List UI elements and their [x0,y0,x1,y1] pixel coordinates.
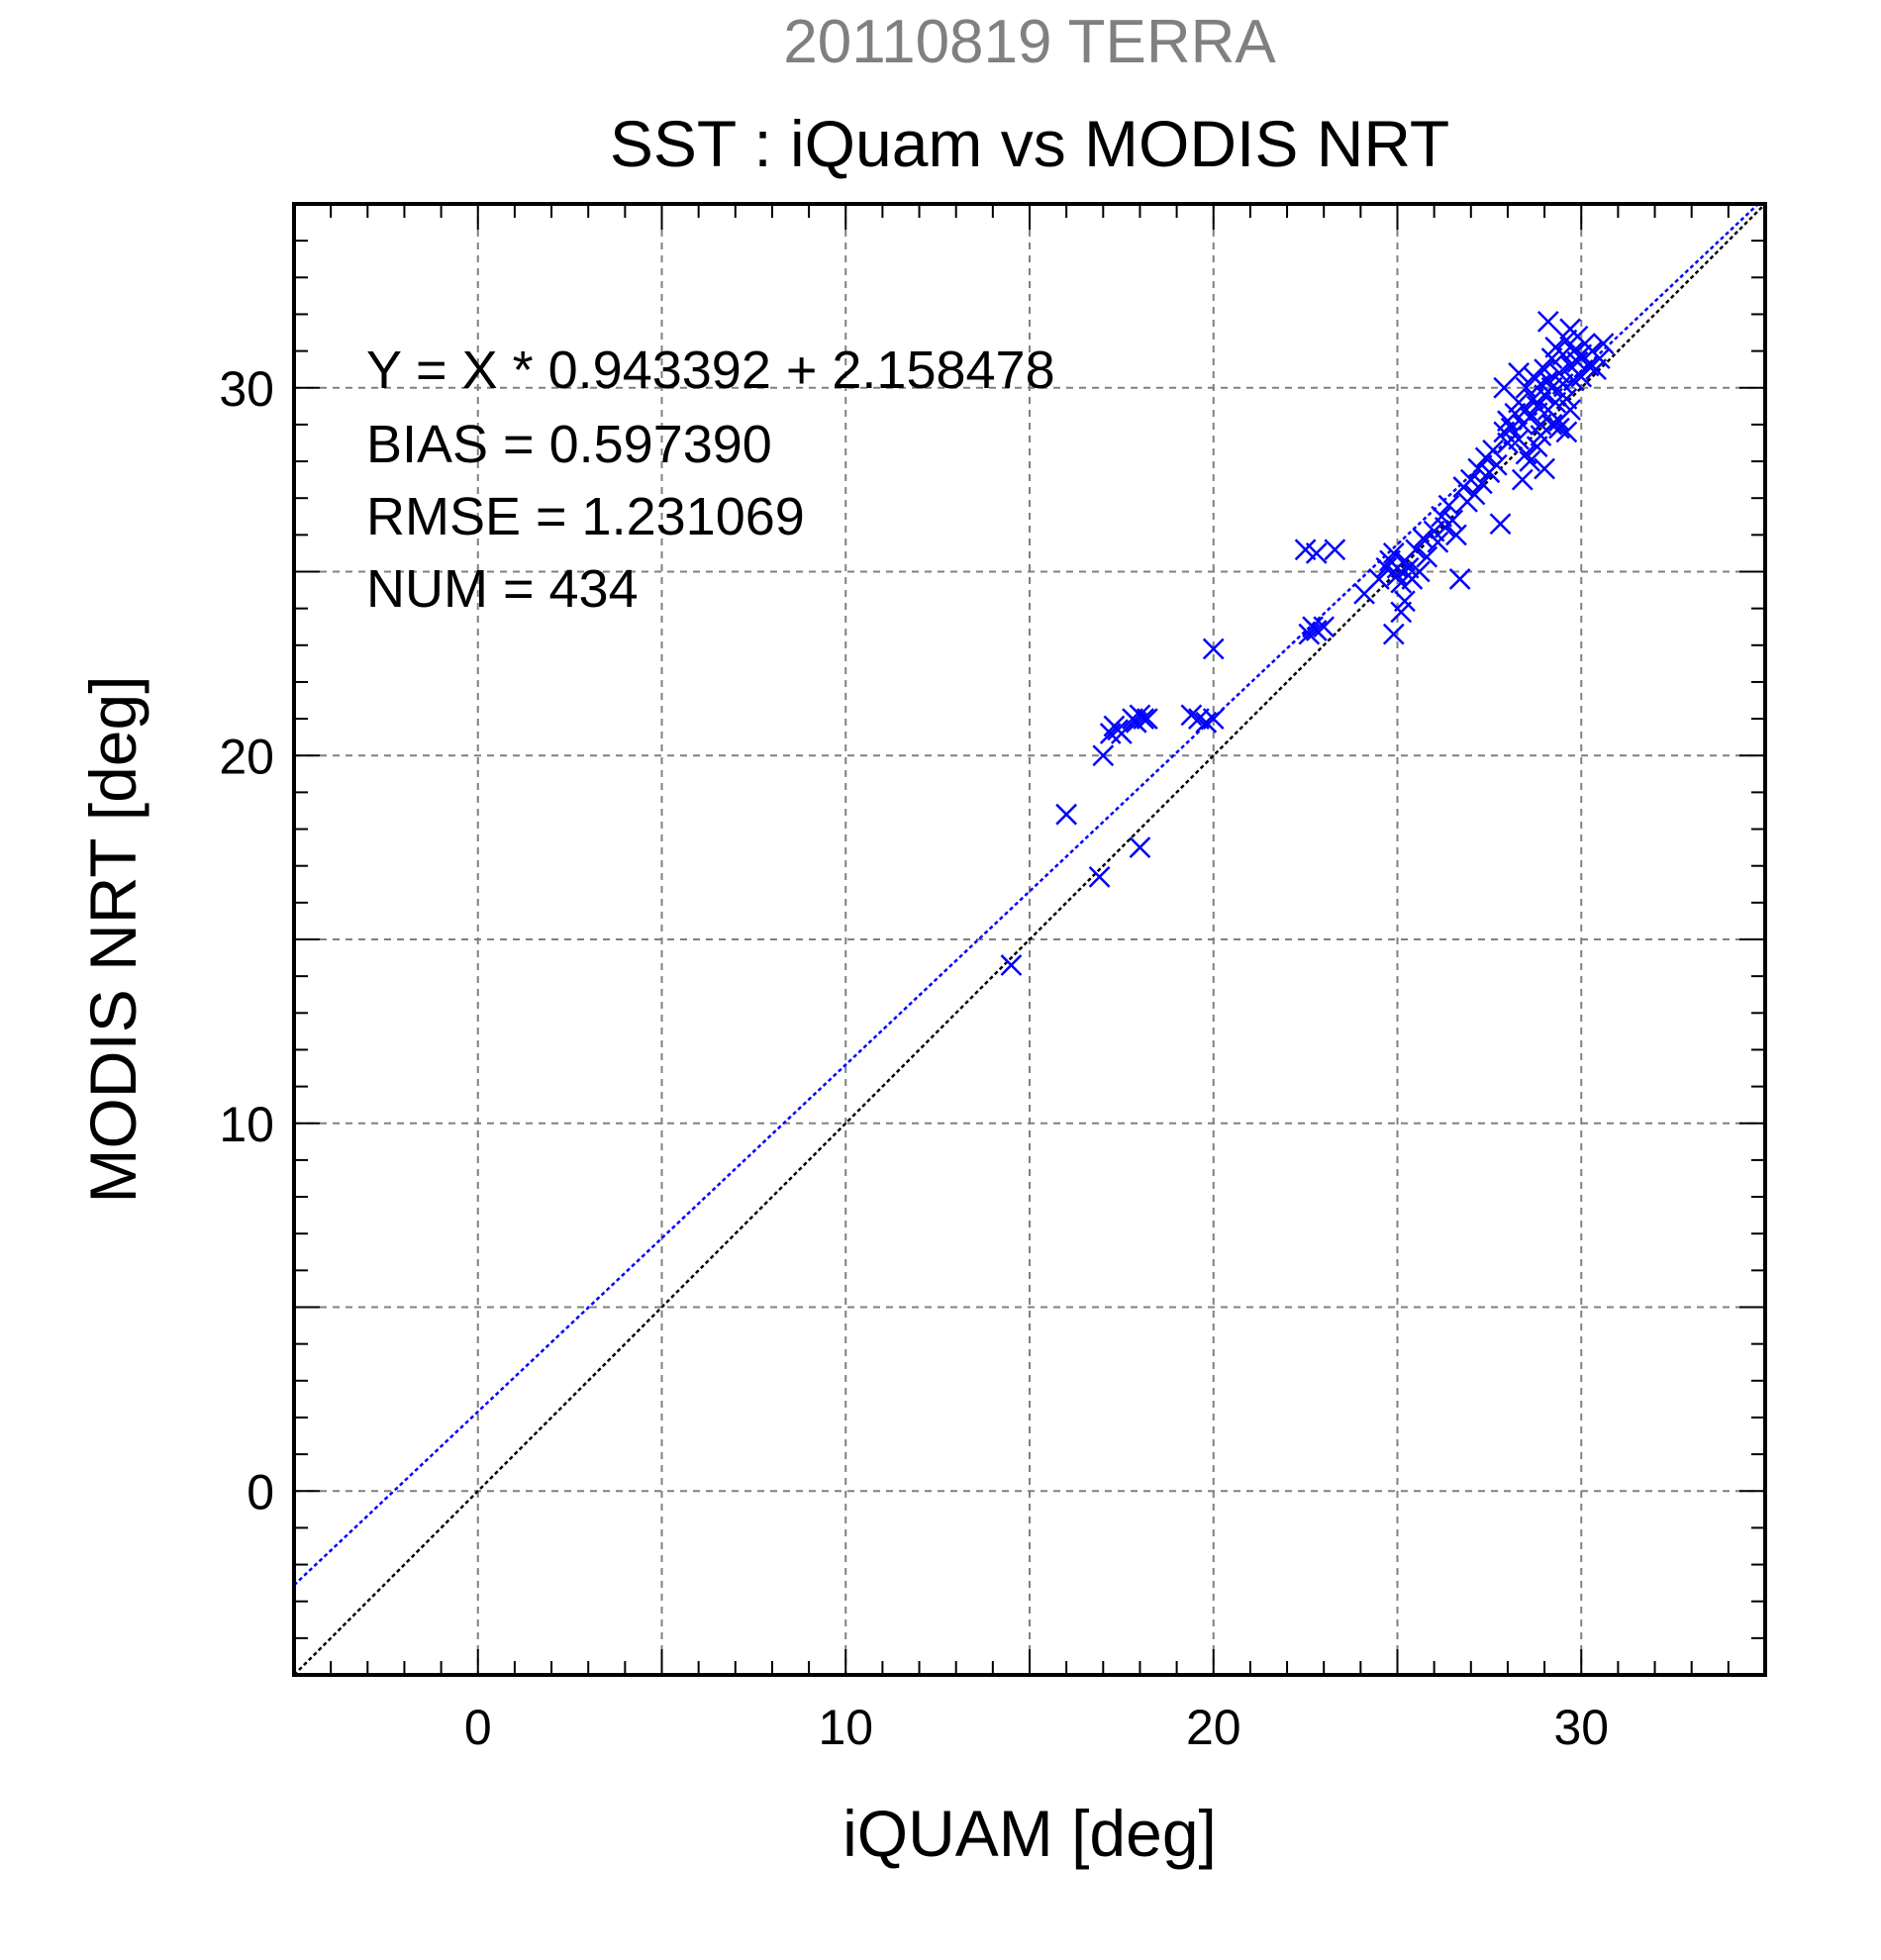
scatter-point [1110,723,1133,744]
y-tick-label: 0 [247,1464,274,1519]
scatter-point [1515,442,1537,465]
x-tick-label: 10 [818,1700,873,1755]
chart-supertitle: 20110819 TERRA [783,8,1276,76]
scatter-point [1313,616,1336,638]
statistics-annotation: Y = X * 0.943392 + 2.158478 BIAS = 0.597… [366,341,1055,619]
scatter-point [1508,428,1530,450]
data-points [1000,310,1615,976]
scatter-point [1463,483,1486,506]
scatter-point [1000,954,1023,976]
scatter-point [1305,620,1328,641]
stat-regression: Y = X * 0.943392 + 2.158478 [366,341,1055,400]
scatter-point [1592,333,1615,355]
plot-frame [292,202,1767,1677]
scatter-point [1585,358,1607,381]
scatter-point [1577,354,1600,377]
scatter-point [1394,590,1416,613]
scatter-point [1519,406,1541,429]
regression-line [293,203,1759,1587]
scatter-point [1195,711,1218,734]
scatter-point [1530,414,1552,436]
x-tick-label: 0 [464,1700,492,1755]
scatter-point [1493,376,1516,399]
scatter-point [1386,564,1409,587]
scatter-point [1441,509,1464,532]
scatter-point [1412,528,1435,549]
scatter-point [1088,865,1111,888]
scatter-point [1485,453,1508,476]
scatter-point [1559,399,1581,421]
scatter-point [1489,513,1512,536]
scatter-point [1298,623,1321,645]
scatter-point [1129,836,1151,859]
scatter-point [1180,704,1203,727]
axis-ticks [294,204,1765,1675]
scatter-point [1099,723,1122,744]
scatter-point [1092,744,1115,767]
scatter-point [1540,414,1563,436]
stat-num: NUM = 434 [366,559,639,619]
scatter-point [1427,531,1449,553]
scatter-point [1437,494,1460,517]
scatter-point [1534,457,1555,480]
scatter-point [1202,637,1225,660]
y-tick-label: 10 [219,1097,274,1152]
scatter-point [1555,421,1578,443]
scatter-point [1471,472,1493,495]
scatter-point [1570,365,1593,388]
y-tick-labels: 0 10 20 30 [219,361,274,1520]
scatter-point [1136,708,1158,730]
stat-rmse: RMSE = 1.231069 [366,487,805,546]
scatter-point [1445,524,1467,546]
scatter-point [1416,545,1438,568]
chart-title: SST : iQuam vs MODIS NRT [610,107,1449,180]
grid [294,204,1765,1675]
scatter-point [1536,310,1559,333]
y-tick-label: 30 [219,361,274,417]
scatter-point [1448,568,1471,590]
x-tick-label: 30 [1553,1700,1609,1755]
scatter-point [1408,560,1431,583]
scatter-point [1202,708,1225,730]
stat-bias: BIAS = 0.597390 [366,415,772,474]
scatter-point [1519,450,1541,472]
scatter-point [1368,568,1390,590]
y-axis-label: MODIS NRT [deg] [76,675,149,1203]
x-axis-label: iQUAM [deg] [842,1797,1217,1870]
scatter-point [1482,440,1504,461]
scatter-point [1305,542,1328,564]
scatter-point [1511,468,1534,491]
scatter-point [1536,369,1559,392]
scatter-point [1548,417,1570,440]
scatter-point [1405,539,1427,561]
scatter-point [1055,803,1078,826]
scatter-point [1382,623,1405,645]
scatter-point [1324,539,1346,561]
x-tick-labels: 0 10 20 30 [464,1700,1609,1755]
scatter-point [1133,708,1155,730]
x-tick-label: 20 [1186,1700,1241,1755]
scatter-point [1515,376,1537,399]
y-tick-label: 20 [219,729,274,784]
